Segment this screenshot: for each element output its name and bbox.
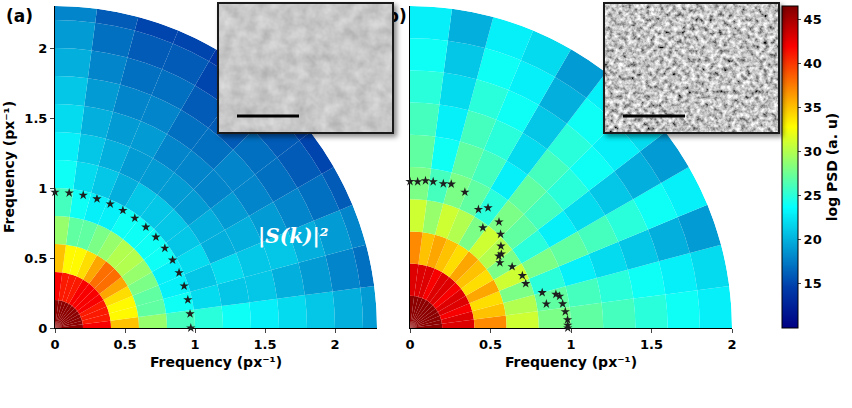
svg-text:15: 15 — [804, 276, 822, 291]
svg-text:|S(k)|²: |S(k)|² — [258, 224, 329, 248]
svg-text:0.5: 0.5 — [479, 337, 502, 352]
svg-text:0: 0 — [50, 337, 59, 352]
svg-text:2: 2 — [38, 41, 47, 56]
svg-text:1.5: 1.5 — [24, 111, 47, 126]
svg-text:1: 1 — [190, 337, 199, 352]
svg-text:0.5: 0.5 — [113, 337, 136, 352]
svg-text:20: 20 — [804, 232, 822, 247]
svg-text:0: 0 — [405, 337, 414, 352]
svg-text:2: 2 — [727, 337, 736, 352]
svg-text:1.5: 1.5 — [253, 337, 276, 352]
svg-text:Frequency (px⁻¹): Frequency (px⁻¹) — [505, 354, 637, 370]
svg-text:1: 1 — [38, 181, 47, 196]
svg-text:0: 0 — [38, 321, 47, 336]
svg-text:35: 35 — [804, 100, 822, 115]
svg-text:Frequency (px⁻¹): Frequency (px⁻¹) — [1, 101, 17, 233]
svg-text:2: 2 — [330, 337, 339, 352]
svg-text:log PSD (a. u): log PSD (a. u) — [824, 113, 840, 222]
svg-text:Frequency (px⁻¹): Frequency (px⁻¹) — [150, 354, 282, 370]
svg-text:30: 30 — [804, 144, 822, 159]
svg-text:(a): (a) — [6, 6, 33, 26]
svg-text:1: 1 — [566, 337, 575, 352]
svg-text:0.5: 0.5 — [24, 251, 47, 266]
svg-text:45: 45 — [804, 12, 822, 27]
svg-text:25: 25 — [804, 188, 822, 203]
svg-text:1.5: 1.5 — [640, 337, 663, 352]
svg-text:40: 40 — [804, 56, 822, 71]
